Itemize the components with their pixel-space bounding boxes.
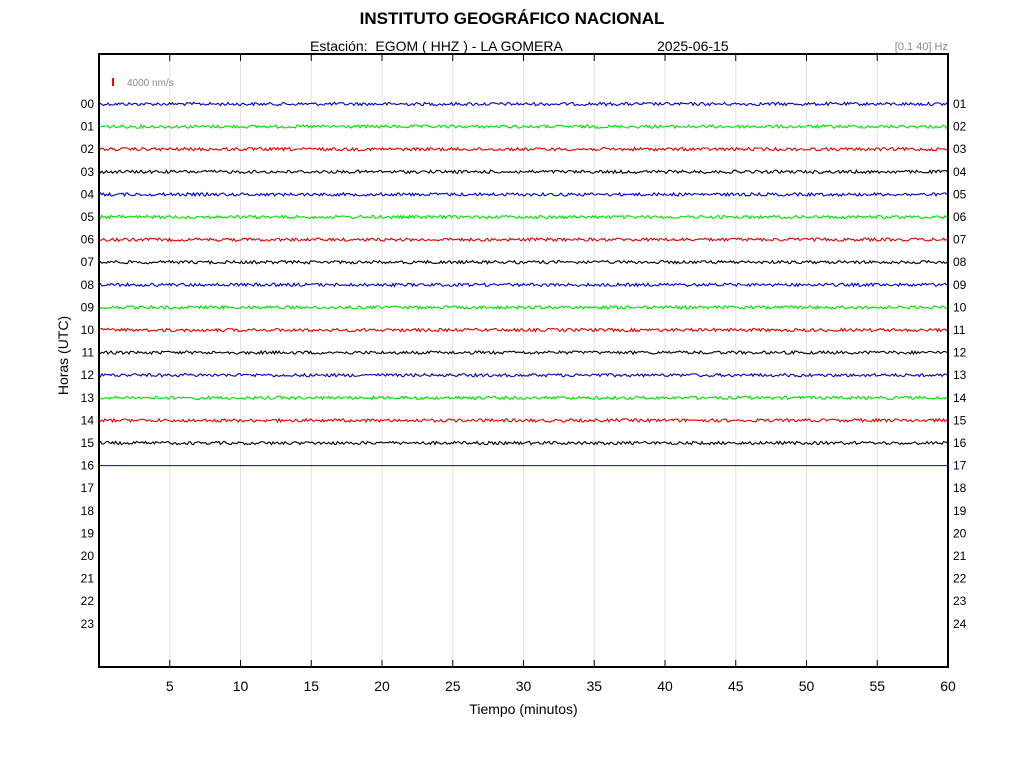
- left-hour-label: 04: [81, 187, 95, 201]
- trace-hour-0: [98, 101, 949, 107]
- left-hour-label: 00: [81, 97, 95, 111]
- left-hour-label: 22: [81, 594, 95, 608]
- date-label: 2025-06-15: [657, 38, 729, 54]
- right-hour-label: 15: [953, 413, 967, 427]
- trace-hour-7: [98, 259, 949, 265]
- x-tick-label: 10: [233, 678, 249, 694]
- scale-label: 4000 nm/s: [127, 78, 174, 89]
- left-hour-label: 10: [81, 323, 95, 337]
- right-hour-label: 24: [953, 617, 967, 631]
- right-hour-label: 12: [953, 346, 967, 360]
- right-hour-label: 22: [953, 572, 967, 586]
- x-axis-label: Tiempo (minutos): [469, 701, 577, 717]
- left-hour-label: 13: [81, 391, 95, 405]
- x-tick-label: 15: [303, 678, 319, 694]
- trace-hour-2: [98, 146, 949, 152]
- page-title: INSTITUTO GEOGRÁFICO NACIONAL: [359, 9, 665, 28]
- right-hour-label: 06: [953, 210, 967, 224]
- x-tick-label: 30: [516, 678, 532, 694]
- right-hour-label: 08: [953, 255, 967, 269]
- trace-hour-13: [98, 395, 949, 401]
- left-hour-label: 08: [81, 278, 95, 292]
- right-hour-label: 03: [953, 142, 967, 156]
- trace-hour-3: [98, 168, 949, 175]
- right-hour-label: 14: [953, 391, 967, 405]
- x-tick-label: 35: [586, 678, 602, 694]
- x-tick-label: 40: [657, 678, 673, 694]
- right-hour-label: 13: [953, 368, 967, 382]
- left-hour-label: 05: [81, 210, 95, 224]
- right-hour-label: 11: [953, 323, 966, 337]
- right-hour-label: 05: [953, 187, 967, 201]
- left-hour-label: 16: [81, 459, 95, 473]
- trace-hour-8: [98, 282, 949, 288]
- right-hour-label: 21: [953, 549, 967, 563]
- x-tick-label: 45: [728, 678, 744, 694]
- left-hour-label: 15: [81, 436, 95, 450]
- station-label: Estación: EGOM ( HHZ ) - LA GOMERA: [310, 38, 563, 54]
- left-hour-label: 11: [82, 346, 95, 360]
- y-axis-label: Horas (UTC): [55, 316, 71, 395]
- x-tick-label: 60: [940, 678, 956, 694]
- right-hour-label: 02: [953, 120, 967, 134]
- trace-hour-6: [98, 236, 949, 243]
- x-tick-label: 55: [869, 678, 885, 694]
- trace-hour-12: [98, 372, 949, 378]
- trace-hour-14: [98, 417, 949, 424]
- trace-hour-5: [98, 214, 949, 220]
- right-hour-label: 23: [953, 594, 967, 608]
- trace-hour-4: [98, 191, 949, 198]
- trace-hour-11: [98, 349, 949, 356]
- left-hour-label: 09: [81, 300, 95, 314]
- left-hour-label: 23: [81, 617, 95, 631]
- x-tick-label: 50: [799, 678, 815, 694]
- left-hour-label: 14: [81, 413, 95, 427]
- right-hour-label: 19: [953, 504, 967, 518]
- left-hour-label: 18: [81, 504, 95, 518]
- right-hour-label: 16: [953, 436, 967, 450]
- right-hour-label: 07: [953, 233, 967, 247]
- left-hour-label: 19: [81, 526, 95, 540]
- left-hour-label: 02: [81, 142, 95, 156]
- x-tick-label: 25: [445, 678, 461, 694]
- right-hour-label: 18: [953, 481, 967, 495]
- trace-hour-1: [98, 123, 949, 130]
- trace-hour-15: [98, 440, 949, 446]
- left-hour-label: 07: [81, 255, 95, 269]
- x-tick-label: 5: [166, 678, 174, 694]
- left-hour-label: 17: [81, 481, 95, 495]
- right-hour-label: 17: [953, 459, 967, 473]
- left-hour-label: 12: [81, 368, 95, 382]
- trace-hour-9: [98, 304, 949, 311]
- right-hour-label: 01: [953, 97, 967, 111]
- left-hour-label: 03: [81, 165, 95, 179]
- filter-label: [0.1 40] Hz: [894, 41, 948, 53]
- right-hour-label: 09: [953, 278, 967, 292]
- right-hour-label: 20: [953, 526, 967, 540]
- right-hour-label: 10: [953, 300, 967, 314]
- left-hour-label: 01: [81, 120, 95, 134]
- left-hour-label: 06: [81, 233, 95, 247]
- right-hour-label: 04: [953, 165, 967, 179]
- x-tick-label: 20: [374, 678, 390, 694]
- trace-hour-10: [98, 327, 949, 333]
- left-hour-label: 21: [81, 572, 95, 586]
- left-hour-label: 20: [81, 549, 95, 563]
